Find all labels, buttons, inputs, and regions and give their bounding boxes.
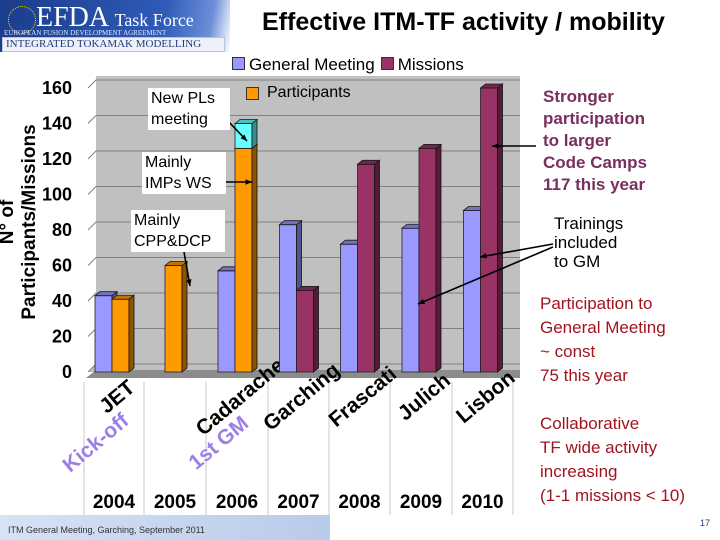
annotation-arrow bbox=[417, 246, 554, 305]
annotation-new-pls: New PLs meeting bbox=[148, 88, 230, 130]
bar-missions bbox=[418, 147, 437, 373]
arrow-head bbox=[418, 298, 425, 305]
note-code-camps: Stronger participation to larger Code Camps… bbox=[543, 87, 647, 194]
bar-general-meeting bbox=[217, 270, 236, 373]
arrow-head bbox=[492, 143, 499, 149]
efda-org: EUROPEAN FUSION DEVELOPMENT AGREEMENT bbox=[4, 29, 167, 37]
bar-general-meeting-top bbox=[278, 220, 303, 226]
bar-participants-top bbox=[110, 294, 136, 300]
y-tick-label: 120 bbox=[42, 149, 72, 169]
y-tick-label: 160 bbox=[42, 78, 72, 98]
note-trainings: Trainings included to GM bbox=[554, 214, 624, 271]
bar-participants-top bbox=[163, 261, 189, 266]
bar-new-pls-top bbox=[233, 119, 259, 124]
note-gm: Participation to General Meeting ~ const 75… bbox=[540, 294, 666, 385]
annotation-cpp-dcp: Mainly CPP&DCP bbox=[131, 210, 225, 252]
gridline bbox=[87, 79, 520, 89]
bar-missions bbox=[480, 87, 498, 373]
bar-participants-side bbox=[181, 260, 188, 373]
legend-missions: Missions bbox=[380, 55, 464, 75]
annotation-imps-ws: Mainly IMPs WS bbox=[142, 152, 226, 194]
bar-general-meeting bbox=[279, 224, 297, 373]
arrow-head bbox=[480, 253, 487, 259]
slide-title: Effective ITM-TF activity / mobility bbox=[262, 8, 665, 36]
bar-missions-top bbox=[295, 285, 320, 291]
bar-participants bbox=[164, 265, 183, 373]
y-tick-label: 60 bbox=[52, 256, 72, 276]
bar-missions bbox=[357, 163, 375, 373]
bar-missions-side bbox=[374, 159, 380, 373]
note-collab: Collaborative TF wide activity increasing(… bbox=[540, 414, 686, 505]
arrow-head bbox=[240, 134, 247, 141]
bar-general-meeting bbox=[94, 295, 113, 373]
x-tick-label: 2010 bbox=[461, 492, 503, 513]
eu-stars-logo bbox=[8, 6, 36, 34]
bar-new-pls-side bbox=[251, 118, 258, 150]
bar-participants bbox=[111, 298, 130, 373]
y-tick-label: 40 bbox=[52, 291, 72, 311]
arrow-head bbox=[186, 279, 192, 286]
bar-missions-top bbox=[479, 83, 504, 89]
x-tick-label: 2005 bbox=[154, 492, 197, 513]
bar-general-meeting bbox=[463, 210, 481, 373]
y-tick-label: 100 bbox=[42, 185, 72, 205]
y-tick-label: 0 bbox=[62, 362, 72, 382]
annotation-arrow bbox=[479, 243, 554, 258]
bar-missions-top bbox=[356, 159, 381, 165]
footer: ITM General Meeting, Garching, September… bbox=[0, 515, 330, 540]
bar-general-meeting bbox=[340, 243, 358, 373]
y-tick-label: 80 bbox=[52, 220, 72, 240]
x-tick-label: 2007 bbox=[277, 492, 319, 513]
x-tick-label: 2009 bbox=[400, 492, 442, 513]
bar-participants-side bbox=[128, 294, 135, 373]
x-tick-label: 2004 bbox=[93, 492, 136, 513]
chart-legend: General Meeting Missions bbox=[232, 55, 464, 75]
bar-participants-side bbox=[251, 143, 258, 373]
bar-missions-side bbox=[497, 83, 503, 373]
location-note: Kick-off bbox=[58, 408, 133, 477]
bar-general-meeting-top bbox=[93, 291, 119, 297]
y-tick-label: 20 bbox=[52, 327, 72, 347]
arrow-head bbox=[245, 179, 252, 185]
bar-missions bbox=[296, 289, 314, 373]
legend-gm: General Meeting bbox=[232, 55, 375, 75]
efda-logo: EFDA Task Force bbox=[36, 2, 194, 33]
x-tick-label: 2008 bbox=[338, 492, 380, 513]
y-tick-label: 140 bbox=[42, 114, 72, 134]
bar-missions-side bbox=[435, 143, 442, 373]
legend-participants: Participants bbox=[246, 84, 351, 102]
page-number: 17 bbox=[700, 518, 711, 528]
x-tick-label: 2006 bbox=[216, 492, 258, 513]
gridline bbox=[87, 115, 520, 124]
itm-band: INTEGRATED TOKAMAK MODELLING bbox=[2, 37, 225, 52]
gridline bbox=[87, 150, 520, 160]
bar-missions-side bbox=[313, 285, 319, 373]
bar-missions-top bbox=[417, 143, 443, 149]
bar-general-meeting bbox=[401, 227, 420, 373]
